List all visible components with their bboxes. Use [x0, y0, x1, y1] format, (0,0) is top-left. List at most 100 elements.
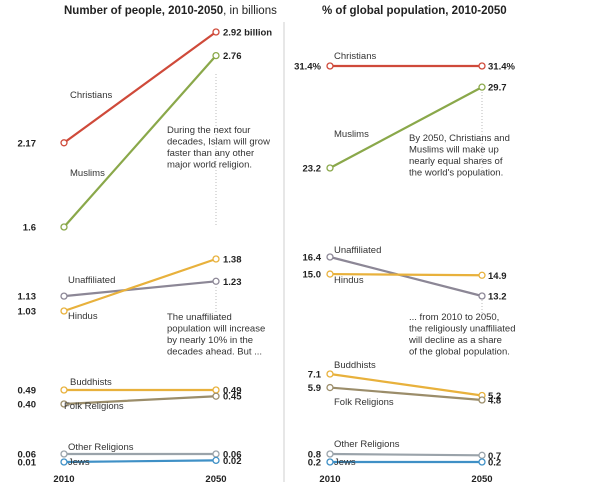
- right-folk-religions-value-2050: 4.8: [488, 396, 501, 407]
- left-jews-value-2010: 0.01: [18, 458, 37, 469]
- left-other-religions-point-2010: [60, 450, 68, 458]
- left-other-religions-value-2050: 0.06: [223, 450, 242, 461]
- right-buddhists-label: Buddhists: [334, 360, 376, 371]
- right-folk-religions-value-2010: 5.9: [308, 383, 321, 394]
- left-annotation-line-1-0: The unaffiliated: [167, 312, 232, 323]
- left-christians-point-2050: [212, 28, 220, 36]
- right-jews-value-2050: 0.2: [488, 458, 501, 469]
- right-annotation-line-1-1: the religiously unaffiliated: [409, 324, 516, 335]
- right-muslims-line: [328, 86, 484, 170]
- right-folk-religions-label: Folk Religions: [334, 397, 394, 408]
- right-annotation-line-1-2: will decline as a share: [408, 335, 502, 346]
- right-annotation-line-0-2: nearly equal shares of: [409, 156, 503, 167]
- right-jews-label: Jews: [334, 457, 356, 468]
- left-buddhists-value-2010: 0.49: [18, 386, 37, 397]
- left-annotation-line-0-0: During the next four: [167, 125, 250, 136]
- right-folk-religions-point-2050: [478, 396, 486, 404]
- left-folk-religions-label: Folk Religions: [64, 401, 124, 412]
- left-buddhists-label: Buddhists: [70, 377, 112, 388]
- left-muslims-point-2050: [212, 51, 220, 60]
- left-hindus-line: [62, 257, 218, 313]
- left-folk-religions-value-2050: 0.45: [223, 392, 242, 403]
- left-hindus-label: Hindus: [68, 311, 98, 322]
- left-unaffiliated-point-2010: [60, 292, 68, 300]
- right-hindus-point-2050: [478, 271, 486, 279]
- right-unaffiliated-value-2050: 13.2: [488, 292, 507, 303]
- right-muslims-value-2050: 29.7: [488, 83, 507, 94]
- right-unaffiliated-line: [328, 255, 484, 298]
- right-unaffiliated-point-2010: [326, 253, 334, 261]
- right-christians-point-2010: [326, 62, 334, 70]
- right-annotation-line-1-3: of the global population.: [409, 347, 510, 358]
- right-unaffiliated-point-2050: [478, 292, 486, 300]
- right-annotation-line-0-0: By 2050, Christians and: [409, 133, 510, 144]
- left-other-religions-value-2010: 0.06: [18, 450, 37, 461]
- right-x-tick-2010: 2010: [319, 474, 340, 485]
- right-other-religions-label: Other Religions: [334, 439, 400, 450]
- left-muslims-value-2010: 1.6: [23, 223, 36, 234]
- left-x-tick-2010: 2010: [53, 474, 74, 485]
- right-muslims-label: Muslims: [334, 129, 369, 140]
- left-title-rest: , in billions: [223, 5, 277, 17]
- left-christians-label: Christians: [70, 90, 112, 101]
- right-christians-value-2010: 31.4%: [294, 62, 321, 73]
- left-unaffiliated-label: Unaffiliated: [68, 275, 115, 286]
- left-annotation-line-0-2: faster than any other: [167, 148, 254, 159]
- left-jews-label: Jews: [68, 457, 90, 468]
- left-panel-title: Number of people, 2010-2050, in billions: [64, 5, 277, 17]
- left-hindus-point-2050: [212, 255, 220, 263]
- left-buddhists-point-2050: [212, 386, 220, 394]
- left-annotation-line-1-1: population will increase: [167, 324, 265, 335]
- left-buddhists-point-2010: [60, 386, 68, 394]
- left-unaffiliated-line: [62, 280, 218, 298]
- right-jews-point-2010: [326, 458, 334, 466]
- left-christians-value-2010: 2.17: [18, 138, 37, 149]
- left-unaffiliated-point-2050: [212, 277, 220, 285]
- right-unaffiliated-value-2010: 16.4: [303, 253, 322, 264]
- left-title-bold: Number of people, 2010-2050: [64, 5, 223, 17]
- left-muslims-point-2010: [60, 223, 68, 231]
- right-hindus-label: Hindus: [334, 275, 364, 286]
- right-unaffiliated-label: Unaffiliated: [334, 245, 381, 256]
- left-muslims-value-2050: 2.76: [223, 51, 242, 62]
- right-title-bold: % of global population, 2010-2050: [322, 5, 507, 17]
- left-folk-religions-line: [62, 395, 218, 406]
- left-x-tick-2050: 2050: [205, 474, 226, 485]
- left-folk-religions-value-2010: 0.40: [18, 400, 37, 411]
- left-annotation-line-1-2: by nearly 10% in the: [167, 335, 253, 346]
- left-christians-line: [62, 30, 218, 144]
- left-other-religions-label: Other Religions: [68, 442, 134, 453]
- right-buddhists-line: [328, 372, 484, 397]
- right-folk-religions-line: [328, 386, 484, 402]
- right-muslims-value-2010: 23.2: [303, 164, 322, 175]
- right-hindus-value-2050: 14.9: [488, 271, 507, 282]
- right-buddhists-point-2010: [326, 370, 334, 378]
- left-muslims-line: [62, 54, 218, 229]
- right-other-religions-line: [328, 452, 484, 457]
- right-christians-point-2050: [478, 62, 486, 70]
- right-muslims-point-2010: [326, 164, 334, 172]
- left-jews-value-2050: 0.02: [223, 456, 242, 467]
- right-other-religions-point-2010: [326, 450, 334, 458]
- left-hindus-value-2050: 1.38: [223, 255, 242, 266]
- right-hindus-point-2010: [326, 270, 334, 278]
- left-hindus-value-2010: 1.03: [18, 307, 37, 318]
- left-muslims-label: Muslims: [70, 168, 105, 179]
- left-annotation-line-0-1: decades, Islam will grow: [167, 137, 270, 148]
- left-folk-religions-point-2050: [212, 392, 220, 400]
- right-other-religions-value-2050: 0.7: [488, 451, 501, 462]
- right-x-tick-2050: 2050: [471, 474, 492, 485]
- left-jews-point-2010: [60, 458, 68, 466]
- left-folk-religions-point-2010: [60, 400, 68, 408]
- left-annotation-line-1-3: decades ahead. But ...: [167, 347, 262, 358]
- right-jews-point-2050: [478, 458, 486, 466]
- right-buddhists-value-2050: 5.2: [488, 391, 501, 402]
- right-christians-value-2050: 31.4%: [488, 62, 515, 73]
- right-folk-religions-point-2010: [326, 383, 334, 392]
- right-buddhists-value-2010: 7.1: [308, 370, 322, 381]
- left-annotation-line-0-3: major world religion.: [167, 160, 252, 171]
- right-christians-label: Christians: [334, 51, 376, 62]
- left-hindus-point-2010: [60, 307, 68, 315]
